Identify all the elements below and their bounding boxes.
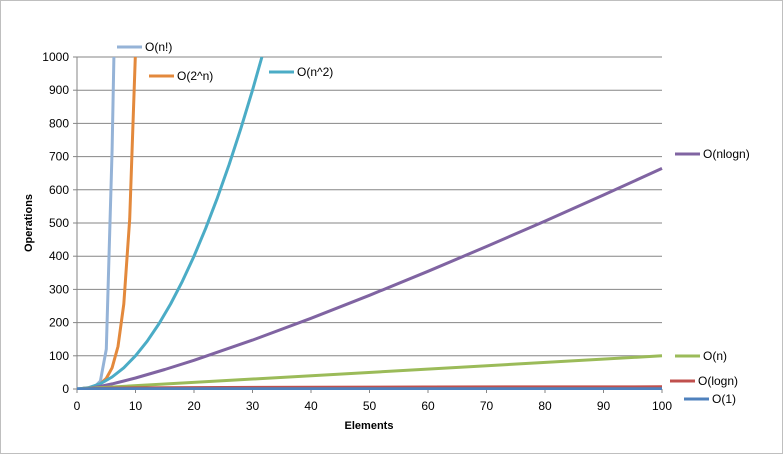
series-line-o-nlogn	[82, 167, 663, 390]
y-tick-label: 300	[49, 282, 69, 296]
y-tick-label: 500	[49, 216, 69, 230]
x-axis-title: Elements	[345, 420, 394, 432]
y-tick-label: 600	[49, 183, 69, 197]
x-tick-label: 70	[480, 399, 494, 413]
legend-layer: O(n!) O(2^n) O(n^2) O(nlogn) O(n) O(logn) O(1)	[117, 40, 750, 406]
legend-label-o-logn: O(logn)	[698, 374, 738, 388]
x-tick-label: 90	[597, 399, 611, 413]
x-tick-label: 10	[129, 399, 143, 413]
y-tick-label: 0	[62, 382, 69, 396]
y-tick-label: 100	[49, 349, 69, 363]
legend-label-o-n-2: O(n^2)	[297, 65, 333, 79]
x-tick-label: 50	[363, 399, 377, 413]
x-tick-label: 40	[304, 399, 318, 413]
x-tick-label: 30	[246, 399, 260, 413]
x-tick-label: 60	[421, 399, 435, 413]
grid-layer	[77, 56, 662, 357]
legend-label-o-nlogn: O(nlogn)	[703, 147, 750, 161]
y-tick-label: 200	[49, 316, 69, 330]
x-tick-label: 20	[187, 399, 201, 413]
y-tick-label: 1000	[42, 50, 69, 64]
y-tick-label: 900	[49, 83, 69, 97]
legend-label-o-n: O(n)	[703, 349, 727, 363]
y-tick-label: 400	[49, 249, 69, 263]
y-tick-label: 700	[49, 150, 69, 164]
series-line-o-n	[77, 354, 663, 390]
x-tick-label: 100	[652, 399, 672, 413]
x-tick-label: 80	[538, 399, 552, 413]
legend-label-o-2-n: O(2^n)	[177, 69, 213, 83]
legend-label-o-1: O(1)	[712, 392, 736, 406]
y-axis-title: Operations	[23, 194, 35, 252]
x-tick-label: 0	[74, 399, 81, 413]
legend-label-o-n: O(n!)	[145, 40, 172, 54]
series-line-o-n-2	[77, 56, 264, 390]
y-tick-label: 800	[49, 116, 69, 130]
series-layer	[77, 56, 663, 390]
axis-layer: 0 100 200 300 400 500 600 700 800 900 1000 0 10 20 30 4…	[42, 50, 672, 413]
